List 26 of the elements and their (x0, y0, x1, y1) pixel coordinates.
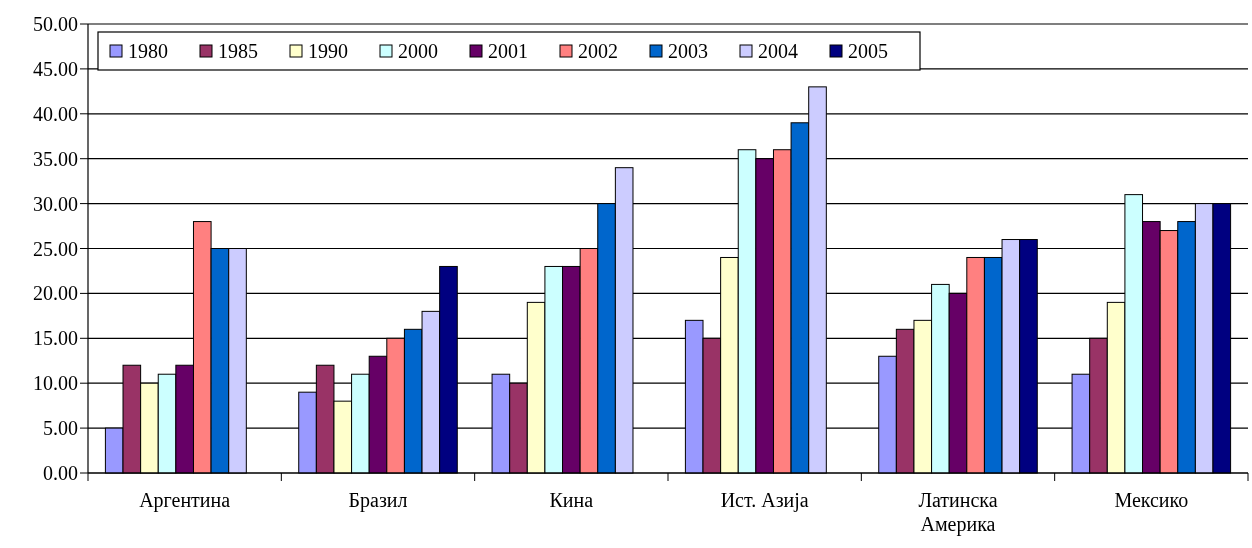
y-tick-label: 40.00 (33, 102, 78, 125)
y-tick-label: 15.00 (33, 327, 78, 350)
legend-label: 2004 (758, 40, 798, 62)
legend-label: 1985 (218, 40, 258, 62)
legend-label: 2001 (488, 40, 528, 62)
x-tick-label: Мексико (1114, 489, 1189, 511)
x-tick-label: Аргентина (139, 489, 231, 512)
y-tick-label: 30.00 (33, 192, 78, 215)
legend-label: 2005 (848, 40, 888, 62)
x-tick-label: Кина (549, 489, 594, 511)
x-tick-label: Бразил (348, 489, 408, 512)
legend-label: 1980 (128, 40, 168, 62)
y-tick-label: 5.00 (43, 417, 78, 440)
legend-label: 2002 (578, 40, 618, 62)
x-tick-label: Ист. Азија (720, 489, 809, 512)
legend-label: 2003 (668, 40, 708, 62)
y-tick-label: 10.00 (33, 372, 78, 395)
y-tick-label: 45.00 (33, 57, 78, 80)
y-tick-label: 0.00 (43, 462, 78, 484)
y-tick-label: 25.00 (33, 237, 78, 260)
legend-label: 1990 (308, 40, 348, 62)
y-tick-label: 35.00 (33, 147, 78, 170)
x-tick-label: Латинска Америка (918, 489, 998, 536)
legend-label: 2000 (398, 40, 438, 62)
y-tick-label: 20.00 (33, 282, 78, 305)
y-tick-label: 50.00 (33, 13, 78, 35)
